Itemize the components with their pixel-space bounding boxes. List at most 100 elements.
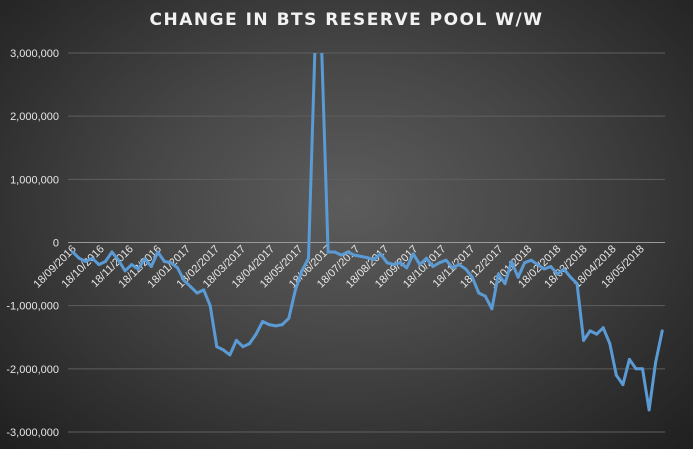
data-point xyxy=(221,348,225,352)
data-point xyxy=(536,263,540,267)
data-point xyxy=(241,345,245,349)
data-point xyxy=(143,257,147,261)
data-point xyxy=(169,261,173,265)
data-point xyxy=(614,373,618,377)
data-point xyxy=(71,250,75,254)
data-point xyxy=(339,253,343,257)
data-point xyxy=(496,272,500,276)
y-tick-label: -1,000,000 xyxy=(6,301,59,313)
data-point xyxy=(77,256,81,260)
data-point xyxy=(470,275,474,279)
data-point xyxy=(103,260,107,263)
data-point xyxy=(464,267,468,271)
data-point xyxy=(162,260,166,263)
data-point xyxy=(405,266,409,270)
data-point xyxy=(621,383,625,387)
data-point xyxy=(444,258,448,262)
y-tick-label: -3,000,000 xyxy=(6,427,59,439)
data-point xyxy=(267,323,271,327)
data-point xyxy=(84,260,88,263)
data-point xyxy=(333,250,337,254)
data-point xyxy=(575,282,579,286)
data-point xyxy=(529,258,533,262)
data-point xyxy=(510,260,513,263)
data-point xyxy=(411,252,415,256)
data-point xyxy=(248,342,251,346)
data-point xyxy=(595,332,599,336)
data-point xyxy=(542,267,546,271)
data-point xyxy=(215,345,219,349)
data-point xyxy=(195,291,199,295)
data-point xyxy=(627,357,631,361)
data-point xyxy=(293,288,297,292)
data-point xyxy=(457,263,461,267)
data-point xyxy=(287,316,291,320)
data-point xyxy=(582,338,586,342)
data-point xyxy=(307,256,310,260)
data-point xyxy=(254,332,258,336)
data-point xyxy=(123,269,127,273)
data-point xyxy=(438,261,441,265)
data-point xyxy=(654,361,658,364)
data-point xyxy=(379,252,382,256)
data-point xyxy=(110,250,114,254)
data-point xyxy=(385,261,389,265)
data-point xyxy=(346,250,350,254)
data-point xyxy=(555,272,559,276)
series-line xyxy=(71,53,664,412)
data-point xyxy=(300,269,304,273)
y-tick-label: -2,000,000 xyxy=(6,364,59,376)
data-point xyxy=(588,329,592,333)
data-point xyxy=(418,263,422,267)
y-tick-label: 2,000,000 xyxy=(10,111,59,123)
data-point xyxy=(130,263,134,267)
data-point xyxy=(608,342,612,346)
data-point xyxy=(641,367,644,371)
data-point xyxy=(90,256,94,260)
data-point xyxy=(503,282,507,286)
data-point xyxy=(569,275,572,279)
data-point xyxy=(274,324,278,328)
data-point xyxy=(326,250,330,254)
data-point xyxy=(189,285,193,289)
data-point xyxy=(261,320,265,323)
data-point xyxy=(398,261,402,265)
data-point xyxy=(234,338,238,342)
y-tick-label: 0 xyxy=(53,238,59,250)
data-point xyxy=(424,256,428,260)
data-point xyxy=(660,329,664,333)
data-point xyxy=(280,323,284,327)
data-point xyxy=(202,288,206,292)
data-point xyxy=(117,258,120,262)
data-point xyxy=(176,266,179,270)
y-tick-label: 3,000,000 xyxy=(10,48,59,60)
data-point xyxy=(483,294,487,298)
data-point xyxy=(352,253,356,257)
data-point xyxy=(549,265,553,268)
data-point xyxy=(359,254,363,258)
data-point xyxy=(601,326,605,330)
data-point xyxy=(431,265,435,268)
data-point xyxy=(562,267,566,271)
data-point xyxy=(182,278,186,282)
data-point xyxy=(647,408,651,412)
data-point xyxy=(156,250,160,254)
data-point xyxy=(516,275,520,279)
y-tick-label: 1,000,000 xyxy=(10,174,59,186)
data-point xyxy=(228,353,232,357)
data-point xyxy=(97,263,101,267)
data-point xyxy=(392,263,396,267)
chart-title: CHANGE IN BTS RESERVE POOL W/W xyxy=(149,10,544,30)
data-point xyxy=(634,367,638,371)
data-point xyxy=(451,266,455,270)
data-point xyxy=(136,267,140,271)
data-point xyxy=(149,265,153,268)
data-point xyxy=(208,304,212,308)
data-point xyxy=(372,258,376,262)
data-point xyxy=(477,291,481,295)
data-point xyxy=(490,307,494,311)
data-point xyxy=(365,256,369,260)
data-point xyxy=(523,261,527,265)
